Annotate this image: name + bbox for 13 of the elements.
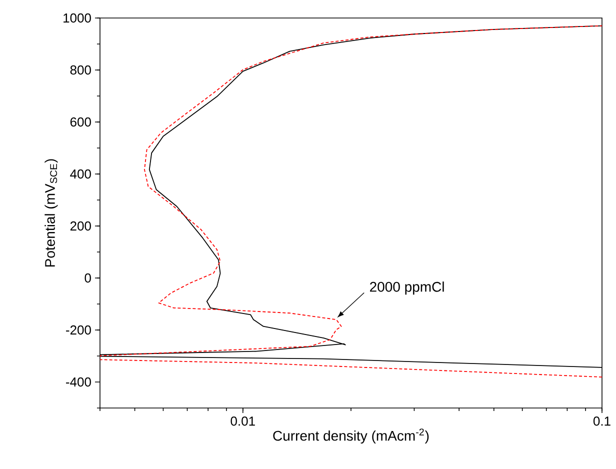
x-tick-label: 0.1 bbox=[593, 416, 610, 426]
y-tick-label: -200 bbox=[66, 325, 91, 335]
y-axis-title: Potential (mV$_{SCE}$) bbox=[44, 159, 58, 267]
y-tick-label: -400 bbox=[66, 377, 91, 387]
y-tick-label: 1000 bbox=[64, 13, 91, 23]
x-axis-title: Current density (mAcm$^{-2}$) bbox=[273, 428, 429, 444]
y-tick-label: 0 bbox=[84, 273, 91, 283]
annotation: 2000 ppmCl bbox=[370, 282, 444, 295]
y-tick-label: 800 bbox=[70, 65, 91, 75]
y-tick-label: 200 bbox=[70, 221, 91, 231]
x-tick-label: 0.01 bbox=[230, 416, 255, 426]
y-tick-label: 600 bbox=[70, 117, 91, 127]
y-tick-label: 400 bbox=[70, 169, 91, 179]
